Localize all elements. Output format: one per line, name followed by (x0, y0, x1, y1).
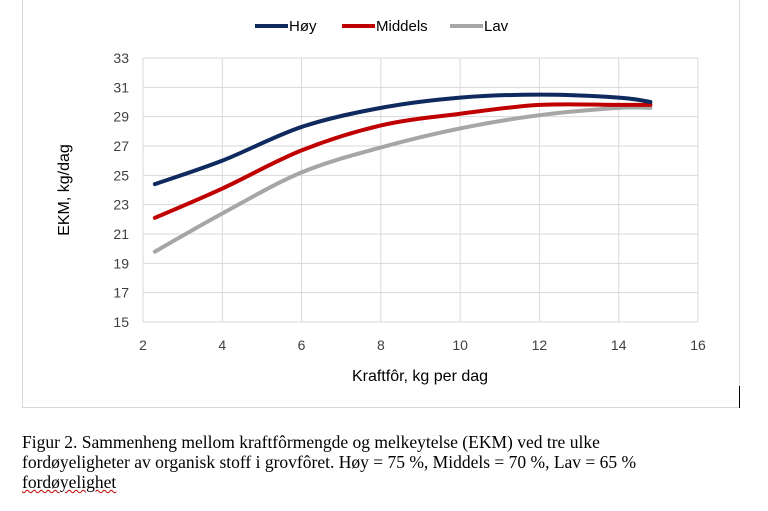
x-tick-label: 16 (690, 337, 706, 353)
y-tick-label: 19 (113, 255, 129, 271)
caption-line-1: Figur 2. Sammenheng mellom kraftfôrmengd… (22, 432, 600, 452)
y-tick-label: 25 (113, 167, 129, 183)
series-line-lav (152, 105, 653, 254)
y-tick-label: 29 (113, 109, 129, 125)
figure-caption: Figur 2. Sammenheng mellom kraftfôrmengd… (22, 432, 762, 492)
series-line-hoy (152, 92, 653, 187)
x-tick-label: 8 (377, 337, 385, 353)
text-cursor (739, 386, 740, 408)
y-tick-label: 17 (113, 285, 129, 301)
y-tick-label: 31 (113, 79, 129, 95)
y-tick-label: 21 (113, 226, 129, 242)
legend: Høy Middels Lav (255, 18, 509, 35)
series-line-middels (152, 102, 653, 220)
y-tick-label: 23 (113, 197, 129, 213)
x-tick-label: 6 (298, 337, 306, 353)
x-tick-label: 10 (452, 337, 468, 353)
y-axis-ticks: 15 17 19 21 23 25 27 29 31 33 (113, 50, 129, 330)
series-lines (152, 92, 653, 254)
line-chart: 15 17 19 21 23 25 27 29 31 33 2 4 6 8 10 12 14 16 Høy Mid… (56, 18, 706, 385)
caption-line-2: fordøyeligheter av organisk stoff i grov… (22, 452, 637, 472)
x-tick-label: 2 (139, 337, 147, 353)
y-axis-title: EKM, kg/dag (56, 144, 73, 236)
y-tick-label: 33 (113, 50, 129, 66)
x-tick-label: 12 (532, 337, 548, 353)
legend-label: Lav (484, 18, 509, 35)
legend-label: Høy (289, 18, 317, 35)
caption-line-3: fordøyelighet (22, 472, 117, 492)
x-tick-label: 14 (611, 337, 627, 353)
x-axis-title: Kraftfôr, kg per dag (352, 368, 488, 385)
vertical-gridlines (142, 58, 699, 322)
legend-label: Middels (376, 18, 428, 35)
y-tick-label: 27 (113, 138, 129, 154)
x-axis-ticks: 2 4 6 8 10 12 14 16 (139, 337, 706, 353)
x-tick-label: 4 (218, 337, 226, 353)
y-tick-label: 15 (113, 314, 129, 330)
